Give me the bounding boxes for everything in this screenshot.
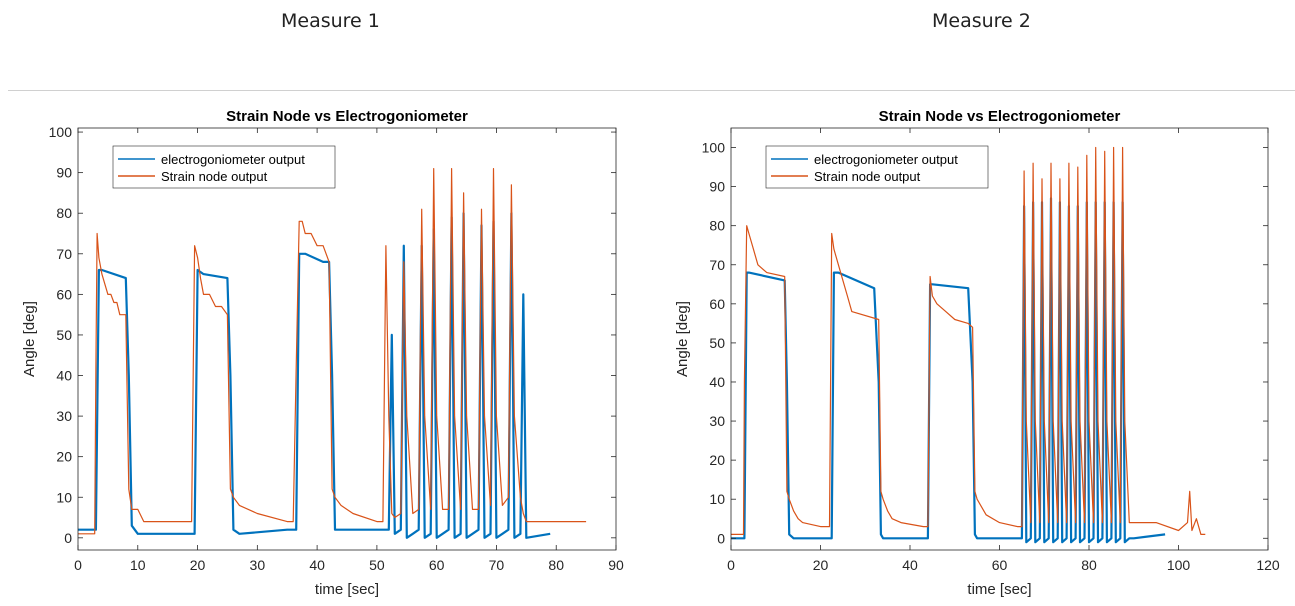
x-tick-label: 120 — [1256, 557, 1280, 573]
x-tick-label: 20 — [190, 557, 206, 573]
x-tick-label: 20 — [813, 557, 829, 573]
y-tick-label: 40 — [56, 368, 72, 384]
header-divider — [8, 90, 1295, 91]
y-tick-label: 30 — [56, 408, 72, 424]
y-tick-label: 60 — [709, 296, 725, 312]
y-tick-label: 30 — [709, 413, 725, 429]
x-tick-label: 0 — [727, 557, 735, 573]
y-tick-label: 20 — [56, 449, 72, 465]
legend-box — [765, 145, 989, 189]
chart-2: 0 20 40 60 80 100 120 0 10 20 30 40 50 60 70 80 90 100 Str… — [674, 108, 1280, 598]
y-tick-label: 100 — [49, 124, 73, 140]
x-tick-label: 40 — [309, 557, 325, 573]
legend: electrogoniometer output Strain node outp… — [112, 145, 336, 189]
x-tick-label: 0 — [74, 557, 82, 573]
legend-entry: Strain node output — [814, 169, 921, 184]
y-tick-label: 0 — [64, 530, 72, 546]
x-tick-label: 100 — [1167, 557, 1191, 573]
y-tick-label: 80 — [56, 205, 72, 221]
x-tick-label: 50 — [369, 557, 385, 573]
series-line-strain-node — [78, 168, 587, 535]
series-line-strain-node — [731, 146, 1206, 535]
x-tick-label: 70 — [489, 557, 505, 573]
y-axis-label: Angle [deg] — [674, 301, 691, 377]
y-tick-label: 10 — [709, 491, 725, 507]
y-tick-label: 70 — [56, 246, 72, 262]
x-tick-label: 40 — [902, 557, 918, 573]
y-tick-label: 50 — [709, 335, 725, 351]
x-tick-label: 10 — [130, 557, 146, 573]
y-tick-label: 20 — [709, 452, 725, 468]
chart-title: Strain Node vs Electrogoniometer — [226, 108, 468, 125]
chart-title: Strain Node vs Electrogoniometer — [879, 108, 1121, 125]
y-tick-label: 60 — [56, 286, 72, 302]
x-axis-label: time [sec] — [315, 581, 379, 598]
y-tick-label: 100 — [702, 140, 726, 156]
y-tick-label: 40 — [709, 374, 725, 390]
x-tick-label: 80 — [1081, 557, 1097, 573]
plot-area — [78, 128, 616, 550]
legend-entry: electrogoniometer output — [814, 152, 958, 167]
y-tick-label: 10 — [56, 489, 72, 505]
y-tick-label: 50 — [56, 327, 72, 343]
legend: electrogoniometer output Strain node outp… — [765, 145, 989, 189]
plot-area — [731, 128, 1268, 550]
chart-1: 0 10 20 30 40 50 60 70 80 90 0 10 20 30 40 50 60 70 80 90 10… — [21, 108, 624, 598]
legend-box — [112, 145, 336, 189]
x-tick-label: 30 — [250, 557, 266, 573]
measure-2-title: Measure 2 — [932, 10, 1031, 32]
x-axis-label: time [sec] — [967, 581, 1031, 598]
y-tick-label: 0 — [717, 530, 725, 546]
x-tick-label: 60 — [992, 557, 1008, 573]
measure-1-title: Measure 1 — [281, 10, 380, 32]
y-tick-label: 90 — [709, 179, 725, 195]
legend-entry: electrogoniometer output — [161, 152, 305, 167]
x-tick-label: 60 — [429, 557, 445, 573]
y-tick-label: 80 — [709, 218, 725, 234]
legend-entry: Strain node output — [161, 169, 268, 184]
x-tick-label: 90 — [608, 557, 624, 573]
x-tick-label: 80 — [548, 557, 564, 573]
y-tick-label: 90 — [56, 165, 72, 181]
y-axis-label: Angle [deg] — [21, 301, 38, 377]
y-tick-label: 70 — [709, 257, 725, 273]
axes-box — [77, 127, 617, 551]
